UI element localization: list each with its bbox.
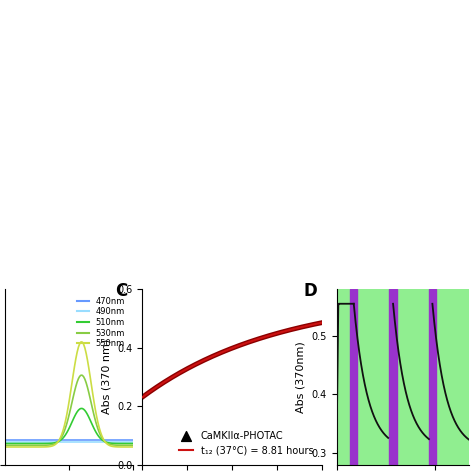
Y-axis label: Abs (370 nm): Abs (370 nm) xyxy=(101,339,111,414)
Text: D: D xyxy=(303,282,317,300)
Legend: 470nm, 490nm, 510nm, 530nm, 550nm: 470nm, 490nm, 510nm, 530nm, 550nm xyxy=(73,293,128,352)
Text: C: C xyxy=(115,282,128,300)
Legend: CaMKIIα-PHOTAC, t₁₂ (37°C) = 8.81 hours: CaMKIIα-PHOTAC, t₁₂ (37°C) = 8.81 hours xyxy=(175,427,318,460)
Y-axis label: Abs (370nm): Abs (370nm) xyxy=(296,341,306,413)
Bar xyxy=(389,289,397,465)
Bar xyxy=(350,289,357,465)
Bar xyxy=(428,289,436,465)
